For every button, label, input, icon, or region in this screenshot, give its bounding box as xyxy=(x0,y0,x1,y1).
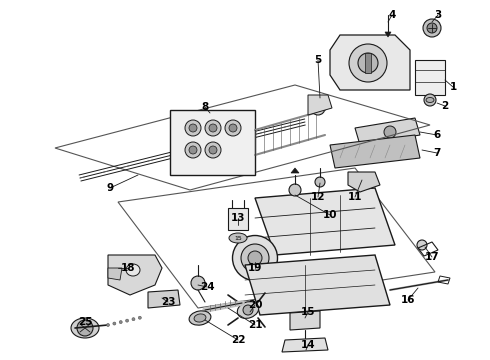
Text: 2: 2 xyxy=(441,101,449,111)
Circle shape xyxy=(205,142,221,158)
Circle shape xyxy=(189,124,197,132)
Circle shape xyxy=(138,316,141,319)
Text: 5: 5 xyxy=(315,55,321,65)
Ellipse shape xyxy=(237,302,259,318)
Polygon shape xyxy=(255,188,395,255)
Circle shape xyxy=(424,94,436,106)
Circle shape xyxy=(315,177,325,187)
Ellipse shape xyxy=(126,264,140,276)
Circle shape xyxy=(229,124,237,132)
Polygon shape xyxy=(170,110,255,175)
Text: 25: 25 xyxy=(78,317,92,327)
Polygon shape xyxy=(148,290,180,308)
Circle shape xyxy=(384,126,396,138)
Circle shape xyxy=(119,321,122,324)
Circle shape xyxy=(77,320,93,336)
Text: 16: 16 xyxy=(401,295,415,305)
Ellipse shape xyxy=(248,251,262,265)
Circle shape xyxy=(427,23,437,33)
Circle shape xyxy=(205,120,221,136)
Text: 15: 15 xyxy=(234,235,242,240)
Polygon shape xyxy=(385,32,391,37)
Circle shape xyxy=(125,319,128,322)
Text: 9: 9 xyxy=(106,183,114,193)
Polygon shape xyxy=(108,255,162,295)
Ellipse shape xyxy=(349,44,387,82)
Text: 4: 4 xyxy=(388,10,396,20)
Circle shape xyxy=(289,184,301,196)
Text: 12: 12 xyxy=(311,192,325,202)
Text: 10: 10 xyxy=(323,210,337,220)
Circle shape xyxy=(113,322,116,325)
Circle shape xyxy=(191,276,205,290)
Circle shape xyxy=(311,101,325,115)
Text: 21: 21 xyxy=(248,320,262,330)
Text: 7: 7 xyxy=(433,148,441,158)
Text: 22: 22 xyxy=(231,335,245,345)
Text: 3: 3 xyxy=(434,10,441,20)
Polygon shape xyxy=(330,35,410,90)
Polygon shape xyxy=(228,208,248,230)
Ellipse shape xyxy=(229,233,247,243)
Polygon shape xyxy=(308,95,332,115)
Circle shape xyxy=(185,120,201,136)
Text: 1: 1 xyxy=(449,82,457,92)
Text: 14: 14 xyxy=(301,340,315,350)
Circle shape xyxy=(243,305,253,315)
Text: 17: 17 xyxy=(425,252,440,262)
Polygon shape xyxy=(415,60,445,95)
Circle shape xyxy=(106,324,109,327)
Circle shape xyxy=(189,146,197,154)
Circle shape xyxy=(185,142,201,158)
Polygon shape xyxy=(108,268,122,280)
Text: 11: 11 xyxy=(348,192,362,202)
Polygon shape xyxy=(290,311,320,330)
Ellipse shape xyxy=(189,311,211,325)
Ellipse shape xyxy=(241,244,269,272)
Circle shape xyxy=(423,19,441,37)
Circle shape xyxy=(209,146,217,154)
Polygon shape xyxy=(355,118,420,145)
Polygon shape xyxy=(365,53,371,73)
Ellipse shape xyxy=(426,98,434,103)
Polygon shape xyxy=(245,255,390,315)
Ellipse shape xyxy=(232,235,277,280)
Circle shape xyxy=(417,240,427,250)
Ellipse shape xyxy=(194,314,206,322)
Text: 8: 8 xyxy=(201,102,209,112)
Polygon shape xyxy=(291,168,299,173)
Circle shape xyxy=(209,124,217,132)
Text: 13: 13 xyxy=(231,213,245,223)
Text: 23: 23 xyxy=(161,297,175,307)
Polygon shape xyxy=(348,172,380,192)
Circle shape xyxy=(132,318,135,321)
Text: 6: 6 xyxy=(433,130,441,140)
Ellipse shape xyxy=(71,318,99,338)
Polygon shape xyxy=(282,338,328,352)
Text: 24: 24 xyxy=(200,282,214,292)
Text: 19: 19 xyxy=(248,263,262,273)
Circle shape xyxy=(225,120,241,136)
Text: 20: 20 xyxy=(248,300,262,310)
Polygon shape xyxy=(330,135,420,168)
Text: 15: 15 xyxy=(301,307,315,317)
Text: 18: 18 xyxy=(121,263,135,273)
Ellipse shape xyxy=(358,53,378,73)
